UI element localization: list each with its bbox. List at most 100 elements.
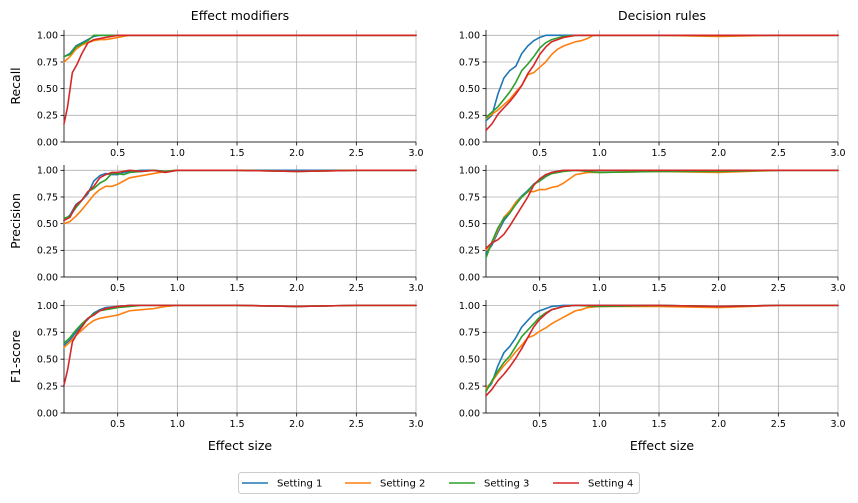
y-tick-label: 0.00 <box>459 137 480 148</box>
legend-label: Setting 1 <box>277 479 322 490</box>
panel-precision-decision-rules: 0.5 1.0 1.5 2.0 2.5 3.0 0.00 0.25 0.50 0.75 1.00 <box>459 165 846 294</box>
x-axis-label: Effect size <box>208 438 272 453</box>
legend-box <box>238 472 640 494</box>
legend-label: Setting 2 <box>380 479 425 490</box>
x-tick-label: 3.0 <box>830 283 845 294</box>
series-line-setting-3 <box>485 304 839 393</box>
x-tick-label: 2.5 <box>771 148 786 159</box>
y-axis-label: F1-score <box>8 330 23 384</box>
x-axis-label: Effect size <box>630 438 694 453</box>
x-tick-label: 0.5 <box>532 148 547 159</box>
series-line-setting-3 <box>63 304 417 344</box>
y-tick-label: 1.00 <box>37 166 58 177</box>
y-tick-label: 0.75 <box>37 328 58 339</box>
x-tick-label: 1.5 <box>229 148 244 159</box>
y-axis-label: Recall <box>8 67 23 104</box>
y-tick-label: 0.25 <box>459 246 480 257</box>
series-line-setting-1 <box>63 34 417 58</box>
x-tick-label: 3.0 <box>830 419 845 430</box>
y-tick-label: 0.75 <box>37 57 58 68</box>
legend-label: Setting 3 <box>484 479 529 490</box>
series-line-setting-2 <box>63 304 417 349</box>
x-tick-label: 1.0 <box>170 283 185 294</box>
y-axis-label: Precision <box>8 193 23 249</box>
legend-label: Setting 4 <box>588 479 633 490</box>
y-tick-label: 0.50 <box>459 84 480 95</box>
y-tick-label: 0.25 <box>459 381 480 392</box>
y-tick-label: 0.75 <box>459 57 480 68</box>
y-tick-label: 0.00 <box>37 272 58 283</box>
x-tick-label: 2.0 <box>711 419 726 430</box>
series-line-setting-3 <box>63 34 417 58</box>
y-tick-label: 1.00 <box>459 166 480 177</box>
x-tick-label: 0.5 <box>110 148 125 159</box>
series-line-setting-1 <box>63 169 417 222</box>
series-line-setting-4 <box>63 34 417 125</box>
x-tick-label: 2.5 <box>349 419 364 430</box>
x-tick-label: 0.5 <box>532 283 547 294</box>
column-title: Effect modifiers <box>191 8 289 23</box>
x-tick-label: 3.0 <box>830 148 845 159</box>
y-tick-label: 0.25 <box>37 111 58 122</box>
series-line-setting-3 <box>63 169 417 220</box>
y-tick-label: 0.75 <box>459 192 480 203</box>
x-tick-label: 1.5 <box>651 283 666 294</box>
series-line-setting-3 <box>485 169 839 259</box>
y-tick-label: 1.00 <box>459 301 480 312</box>
x-tick-label: 3.0 <box>408 283 423 294</box>
x-tick-label: 0.5 <box>110 419 125 430</box>
x-tick-label: 2.0 <box>711 148 726 159</box>
y-tick-label: 0.25 <box>37 246 58 257</box>
series-line-setting-2 <box>63 34 417 63</box>
series-line-setting-4 <box>63 304 417 386</box>
x-tick-label: 1.5 <box>229 419 244 430</box>
x-tick-label: 1.0 <box>592 419 607 430</box>
y-tick-label: 0.00 <box>37 137 58 148</box>
x-tick-label: 2.5 <box>771 419 786 430</box>
x-tick-label: 1.5 <box>651 148 666 159</box>
x-tick-label: 3.0 <box>408 148 423 159</box>
y-tick-label: 1.00 <box>37 31 58 42</box>
x-tick-label: 1.0 <box>170 148 185 159</box>
y-tick-label: 0.50 <box>37 219 58 230</box>
x-tick-label: 1.0 <box>592 283 607 294</box>
x-tick-label: 0.5 <box>110 283 125 294</box>
panel-recall-decision-rules: 0.5 1.0 1.5 2.0 2.5 3.0 0.00 0.25 0.50 0.75 1.00 <box>459 30 846 159</box>
series-line-setting-2 <box>485 34 839 120</box>
y-tick-label: 0.25 <box>459 111 480 122</box>
x-tick-label: 1.0 <box>592 148 607 159</box>
x-tick-label: 1.5 <box>651 419 666 430</box>
y-tick-label: 0.50 <box>37 84 58 95</box>
y-tick-label: 0.50 <box>459 219 480 230</box>
series-line-setting-4 <box>63 169 417 222</box>
y-tick-label: 0.00 <box>37 408 58 419</box>
y-tick-label: 0.75 <box>37 192 58 203</box>
column-title: Decision rules <box>618 8 706 23</box>
panel-recall-effect-modifiers: 0.5 1.0 1.5 2.0 2.5 3.0 0.00 0.25 0.50 0.75 1.00 <box>37 30 424 159</box>
series-line-setting-1 <box>485 169 839 255</box>
y-tick-label: 0.00 <box>459 272 480 283</box>
y-tick-label: 0.75 <box>459 328 480 339</box>
x-tick-label: 1.5 <box>229 283 244 294</box>
x-tick-label: 3.0 <box>408 419 423 430</box>
y-tick-label: 1.00 <box>459 31 480 42</box>
series-line-setting-4 <box>485 169 839 249</box>
y-tick-label: 0.50 <box>459 355 480 366</box>
x-tick-label: 2.0 <box>289 419 304 430</box>
y-tick-label: 0.50 <box>37 355 58 366</box>
y-tick-label: 0.25 <box>37 381 58 392</box>
x-tick-label: 2.5 <box>771 283 786 294</box>
series-line-setting-4 <box>485 304 839 397</box>
y-tick-label: 0.00 <box>459 408 480 419</box>
series-line-setting-4 <box>485 34 839 132</box>
x-tick-label: 2.5 <box>349 283 364 294</box>
x-tick-label: 0.5 <box>532 419 547 430</box>
legend: Setting 1 Setting 2 Setting 3 Setting 4 <box>238 472 640 494</box>
panel-precision-effect-modifiers: 0.5 1.0 1.5 2.0 2.5 3.0 0.00 0.25 0.50 0.75 1.00 <box>37 165 424 294</box>
y-tick-label: 1.00 <box>37 301 58 312</box>
x-tick-label: 2.0 <box>289 283 304 294</box>
series-line-setting-3 <box>485 34 839 119</box>
panel-f1-score-decision-rules: 0.5 1.0 1.5 2.0 2.5 3.0 0.00 0.25 0.50 0.75 1.00 <box>459 300 846 430</box>
x-tick-label: 1.0 <box>170 419 185 430</box>
